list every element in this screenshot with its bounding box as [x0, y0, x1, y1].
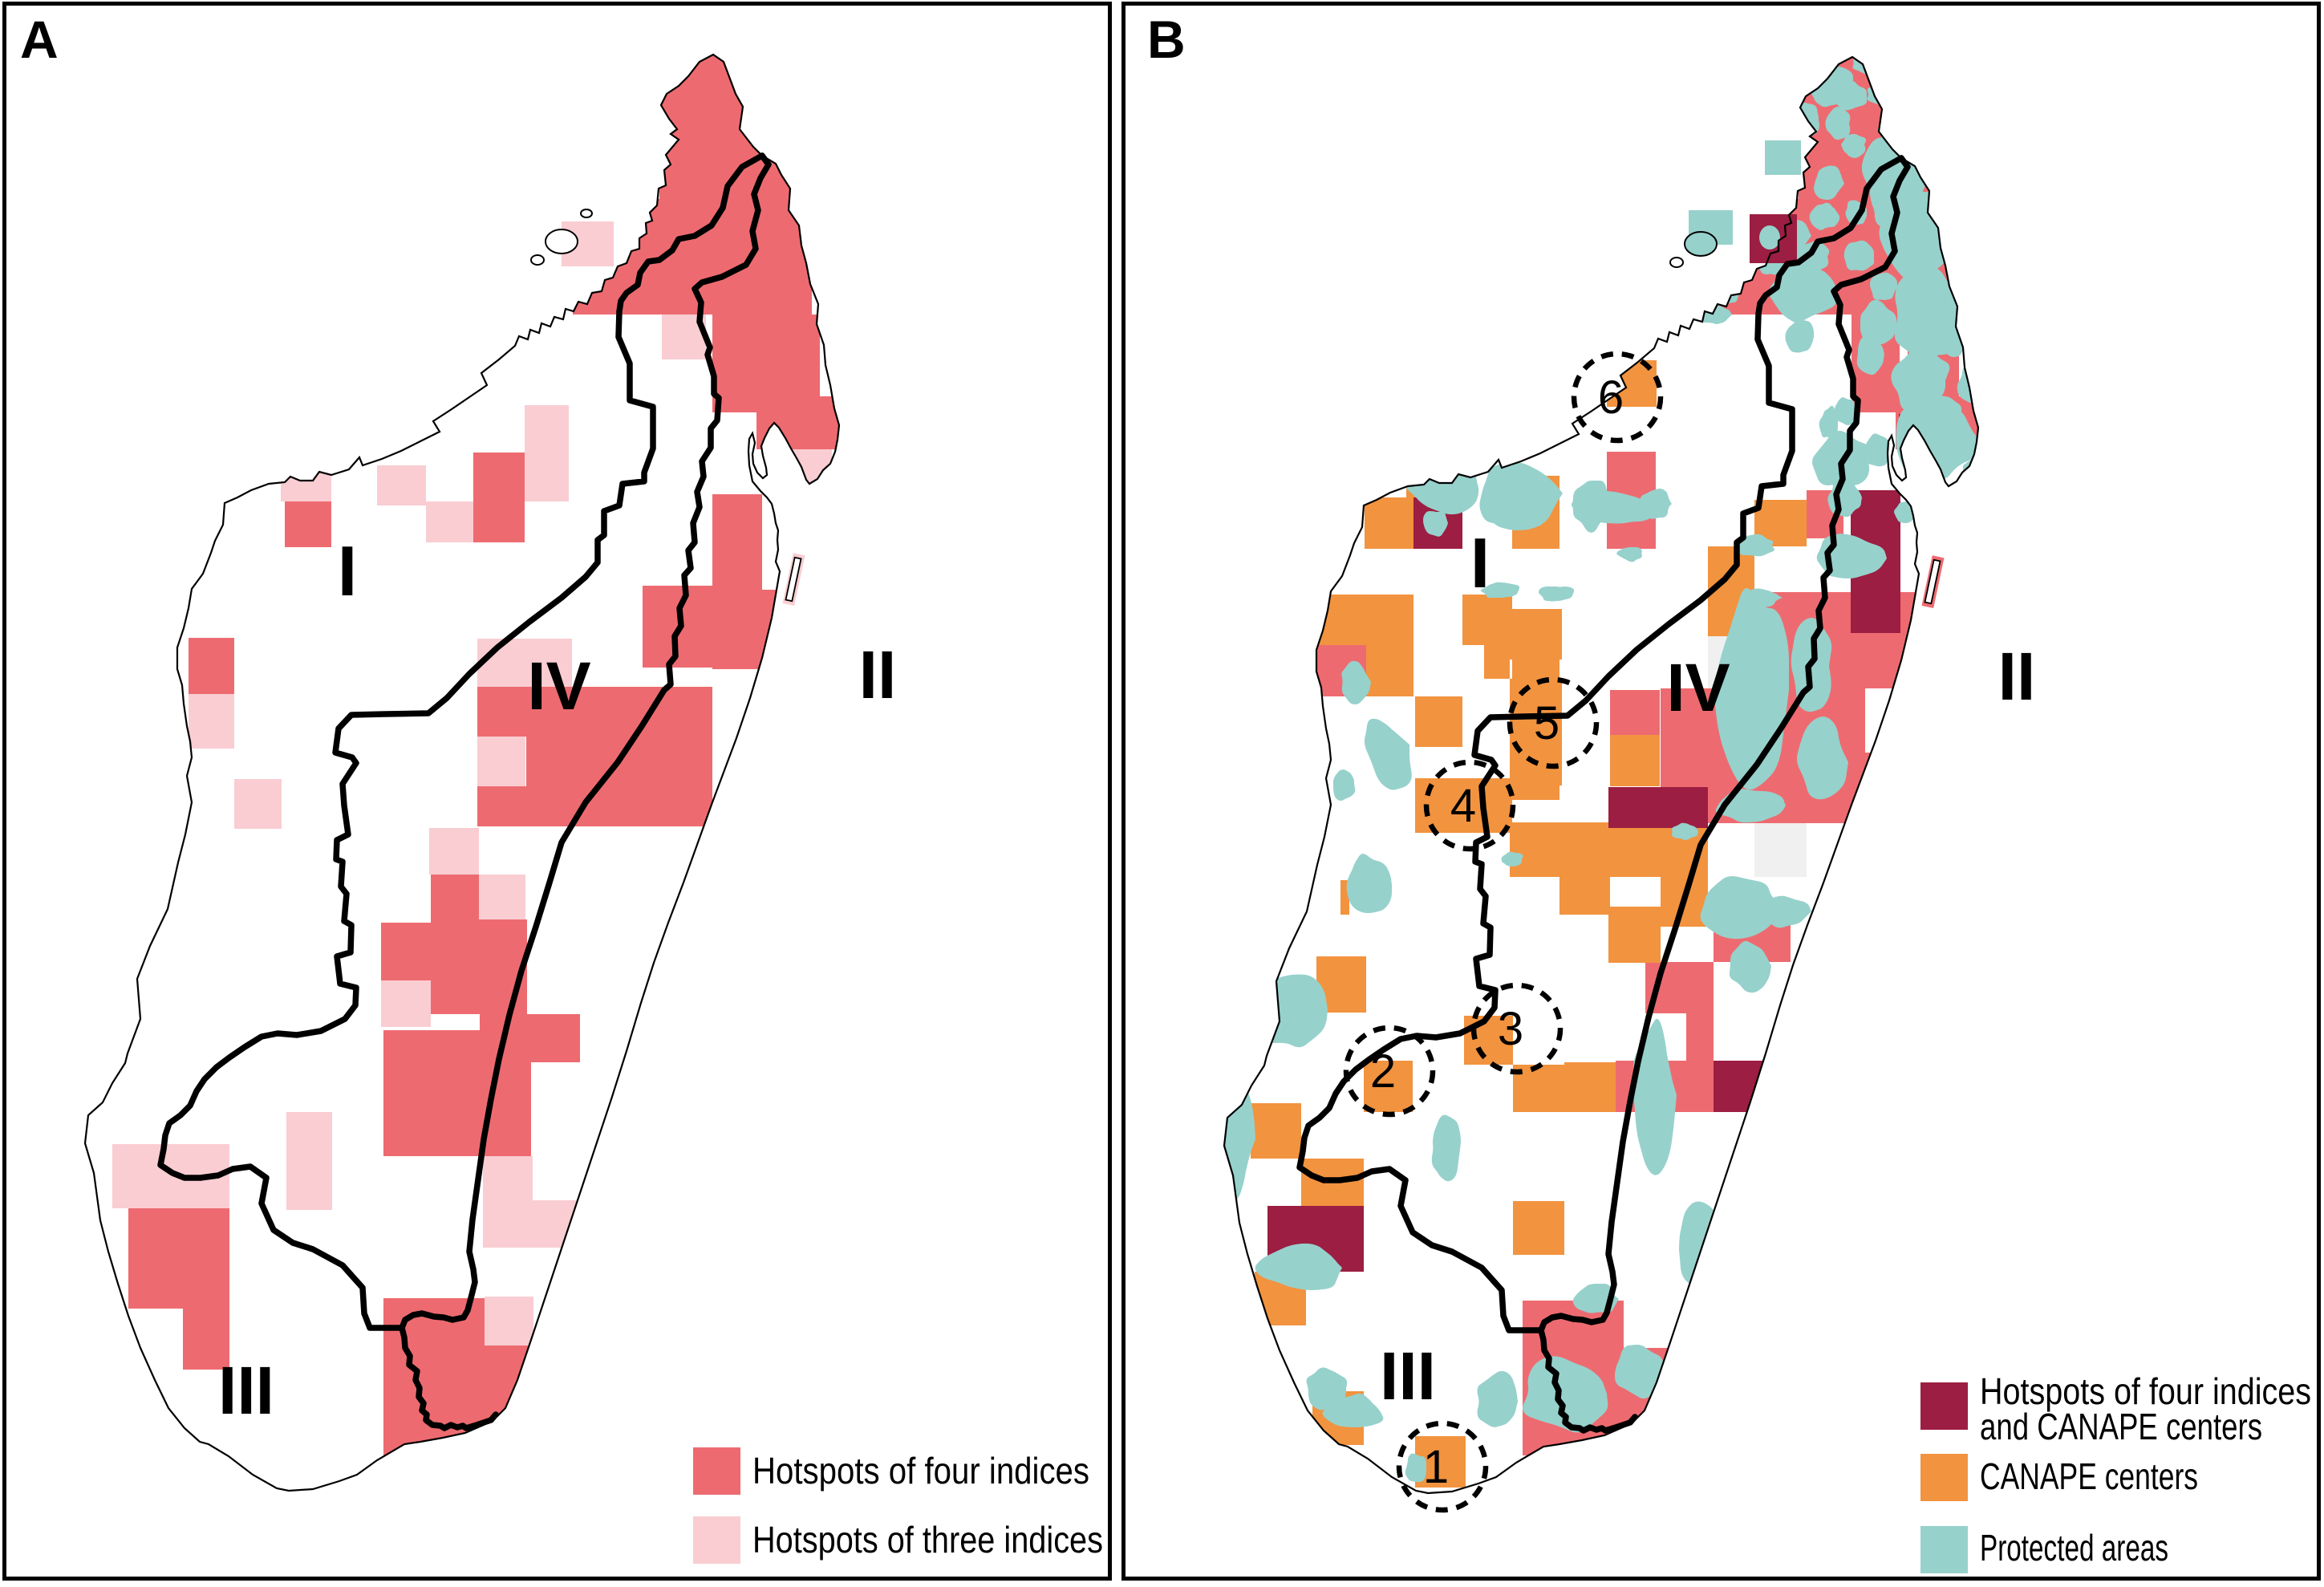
- svg-text:1: 1: [1423, 1441, 1449, 1493]
- svg-text:II: II: [859, 637, 897, 712]
- svg-text:Hotspots of four indices: Hotspots of four indices: [1980, 1370, 2311, 1412]
- svg-text:6: 6: [1598, 371, 1624, 424]
- svg-text:2: 2: [1370, 1045, 1396, 1098]
- svg-text:Hotspots of three indices: Hotspots of three indices: [752, 1519, 1103, 1561]
- svg-text:4: 4: [1450, 780, 1476, 832]
- svg-text:I: I: [1470, 523, 1490, 603]
- svg-text:5: 5: [1534, 697, 1559, 749]
- svg-text:III: III: [1380, 1338, 1436, 1414]
- svg-text:3: 3: [1498, 1003, 1523, 1055]
- svg-text:B: B: [1147, 10, 1186, 69]
- svg-text:I: I: [338, 531, 357, 611]
- svg-text:A: A: [20, 10, 59, 69]
- svg-text:CANAPE centers: CANAPE centers: [1980, 1455, 2198, 1497]
- svg-text:IV: IV: [1666, 650, 1730, 725]
- svg-text:Protected areas: Protected areas: [1980, 1527, 2168, 1569]
- svg-text:and CANAPE centers: and CANAPE centers: [1980, 1406, 2262, 1447]
- svg-text:IV: IV: [527, 648, 590, 724]
- svg-text:III: III: [218, 1353, 274, 1428]
- svg-text:Hotspots of four indices: Hotspots of four indices: [752, 1450, 1089, 1492]
- svg-text:II: II: [1998, 639, 2036, 714]
